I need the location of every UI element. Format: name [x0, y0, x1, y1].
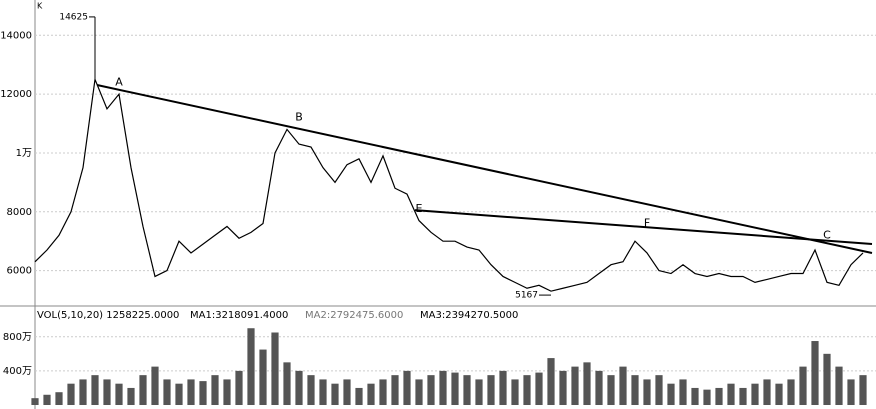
volume-bar	[211, 375, 219, 405]
volume-bar	[343, 379, 351, 405]
volume-bar	[703, 389, 711, 405]
volume-bar	[103, 379, 111, 405]
volume-bar	[727, 383, 735, 405]
volume-bar	[175, 383, 183, 405]
point-label: B	[295, 111, 303, 124]
volume-title: VOL(5,10,20) 1258225.0000	[37, 310, 179, 321]
volume-bar	[199, 381, 207, 405]
volume-bar	[823, 353, 831, 405]
volume-bar	[451, 372, 459, 405]
volume-bar	[715, 387, 723, 405]
volume-bar	[295, 370, 303, 405]
y-tick-label: 12000	[0, 89, 32, 100]
ma-label: MA1:3218091.4000	[190, 310, 288, 321]
volume-bar	[139, 375, 147, 405]
volume-bar	[571, 366, 579, 405]
volume-bar	[331, 383, 339, 405]
volume-bar	[55, 392, 63, 405]
volume-bar	[127, 387, 135, 405]
volume-bar	[691, 387, 699, 405]
volume-bar	[547, 358, 555, 405]
volume-bar	[739, 387, 747, 405]
point-label: C	[823, 228, 831, 241]
volume-bar	[91, 375, 99, 405]
ma-label: MA2:2792475.6000	[305, 310, 403, 321]
volume-bar	[859, 375, 867, 405]
volume-bar	[787, 379, 795, 405]
volume-bar	[391, 375, 399, 405]
point-label: F	[644, 217, 650, 230]
volume-bar	[559, 370, 567, 405]
volume-bar	[355, 387, 363, 405]
point-label: A	[115, 75, 123, 88]
volume-bar	[751, 383, 759, 405]
y-tick-label: 14000	[0, 30, 32, 41]
volume-bar	[535, 372, 543, 405]
volume-bar	[247, 328, 255, 405]
y-tick-label: 8000	[7, 207, 32, 218]
y-tick-label: 1万	[16, 148, 32, 159]
volume-bar	[811, 341, 819, 405]
volume-bar	[679, 379, 687, 405]
volume-bar	[271, 332, 279, 405]
volume-bar	[259, 349, 267, 405]
y-tick-label: 800万	[3, 332, 32, 343]
volume-bar	[607, 375, 615, 405]
volume-bar	[367, 383, 375, 405]
y-tick-label: 400万	[3, 366, 32, 377]
volume-bar	[511, 379, 519, 405]
volume-bar	[499, 370, 507, 405]
volume-bar	[307, 375, 315, 405]
volume-bar	[67, 383, 75, 405]
volume-bar	[43, 394, 51, 405]
price-line	[34, 77, 864, 292]
volume-bar	[283, 362, 291, 405]
volume-bar	[427, 375, 435, 405]
y-tick-label: 6000	[7, 266, 32, 277]
volume-bar	[115, 383, 123, 405]
volume-bar	[403, 370, 411, 405]
volume-bar	[235, 370, 243, 405]
volume-bar	[163, 379, 171, 405]
volume-bar	[835, 366, 843, 405]
volume-bar	[847, 379, 855, 405]
volume-bar	[523, 375, 531, 405]
volume-bar	[643, 379, 651, 405]
volume-bar	[487, 375, 495, 405]
trendline	[96, 84, 873, 254]
volume-bar	[79, 379, 87, 405]
volume-bar	[655, 375, 663, 405]
low-label: 5167	[515, 291, 538, 301]
volume-bar	[631, 375, 639, 405]
volume-bar	[619, 366, 627, 405]
volume-bar	[223, 379, 231, 405]
volume-bar	[583, 362, 591, 405]
volume-bar	[667, 383, 675, 405]
volume-bar	[775, 383, 783, 405]
ma-label: MA3:2394270.5000	[420, 310, 518, 321]
volume-bar	[463, 375, 471, 405]
volume-bar	[799, 366, 807, 405]
volume-bar	[151, 366, 159, 405]
volume-bar	[763, 379, 771, 405]
volume-bar	[439, 370, 447, 405]
volume-bar	[595, 370, 603, 405]
volume-bar	[475, 379, 483, 405]
high-label: 14625	[59, 12, 88, 22]
point-label: E	[416, 202, 423, 215]
volume-bar	[379, 379, 387, 405]
volume-bar	[415, 379, 423, 405]
volume-bar	[319, 379, 327, 405]
volume-bar	[31, 398, 39, 405]
panel-title: K	[37, 2, 43, 11]
volume-bar	[187, 379, 195, 405]
trendline	[414, 209, 873, 245]
